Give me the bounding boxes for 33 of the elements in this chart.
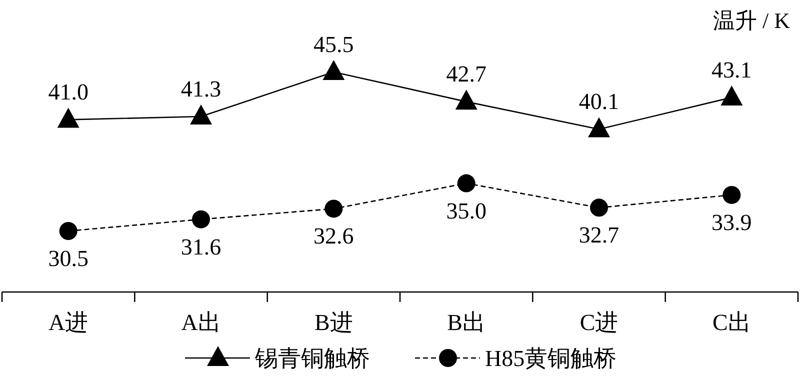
point bbox=[324, 200, 343, 218]
point bbox=[322, 60, 345, 80]
data-label: 35.0 bbox=[446, 198, 486, 224]
point bbox=[192, 210, 210, 228]
data-label: 40.1 bbox=[578, 89, 620, 114]
x-tick-label: C进 bbox=[580, 310, 618, 335]
point bbox=[190, 104, 212, 125]
legend-label: H85黄铜触桥 bbox=[485, 346, 617, 371]
point bbox=[588, 117, 610, 138]
point bbox=[457, 174, 476, 192]
data-label: 30.5 bbox=[48, 246, 88, 271]
data-label: 41.0 bbox=[48, 80, 88, 105]
point bbox=[722, 186, 741, 204]
legend-label: 锡青铜触桥 bbox=[254, 346, 370, 371]
point bbox=[590, 198, 608, 217]
x-tick-label: C出 bbox=[712, 310, 751, 335]
point bbox=[59, 222, 78, 240]
data-label: 45.5 bbox=[314, 32, 354, 57]
data-label: 32.6 bbox=[314, 224, 354, 249]
x-tick-label: A出 bbox=[181, 310, 221, 335]
data-label: 41.3 bbox=[180, 76, 222, 102]
data-label: 32.7 bbox=[578, 222, 620, 248]
data-label: 33.9 bbox=[712, 210, 752, 235]
x-tick-label: B出 bbox=[447, 310, 486, 335]
point bbox=[57, 108, 80, 128]
x-tick-label: B进 bbox=[314, 310, 353, 335]
data-label: 31.6 bbox=[180, 234, 222, 260]
y-axis-title: 温升 / K bbox=[713, 8, 790, 33]
x-tick-label: A进 bbox=[48, 310, 88, 335]
data-label: 43.1 bbox=[712, 57, 752, 82]
point bbox=[720, 85, 743, 106]
point bbox=[455, 90, 478, 110]
data-label: 42.7 bbox=[446, 62, 486, 87]
